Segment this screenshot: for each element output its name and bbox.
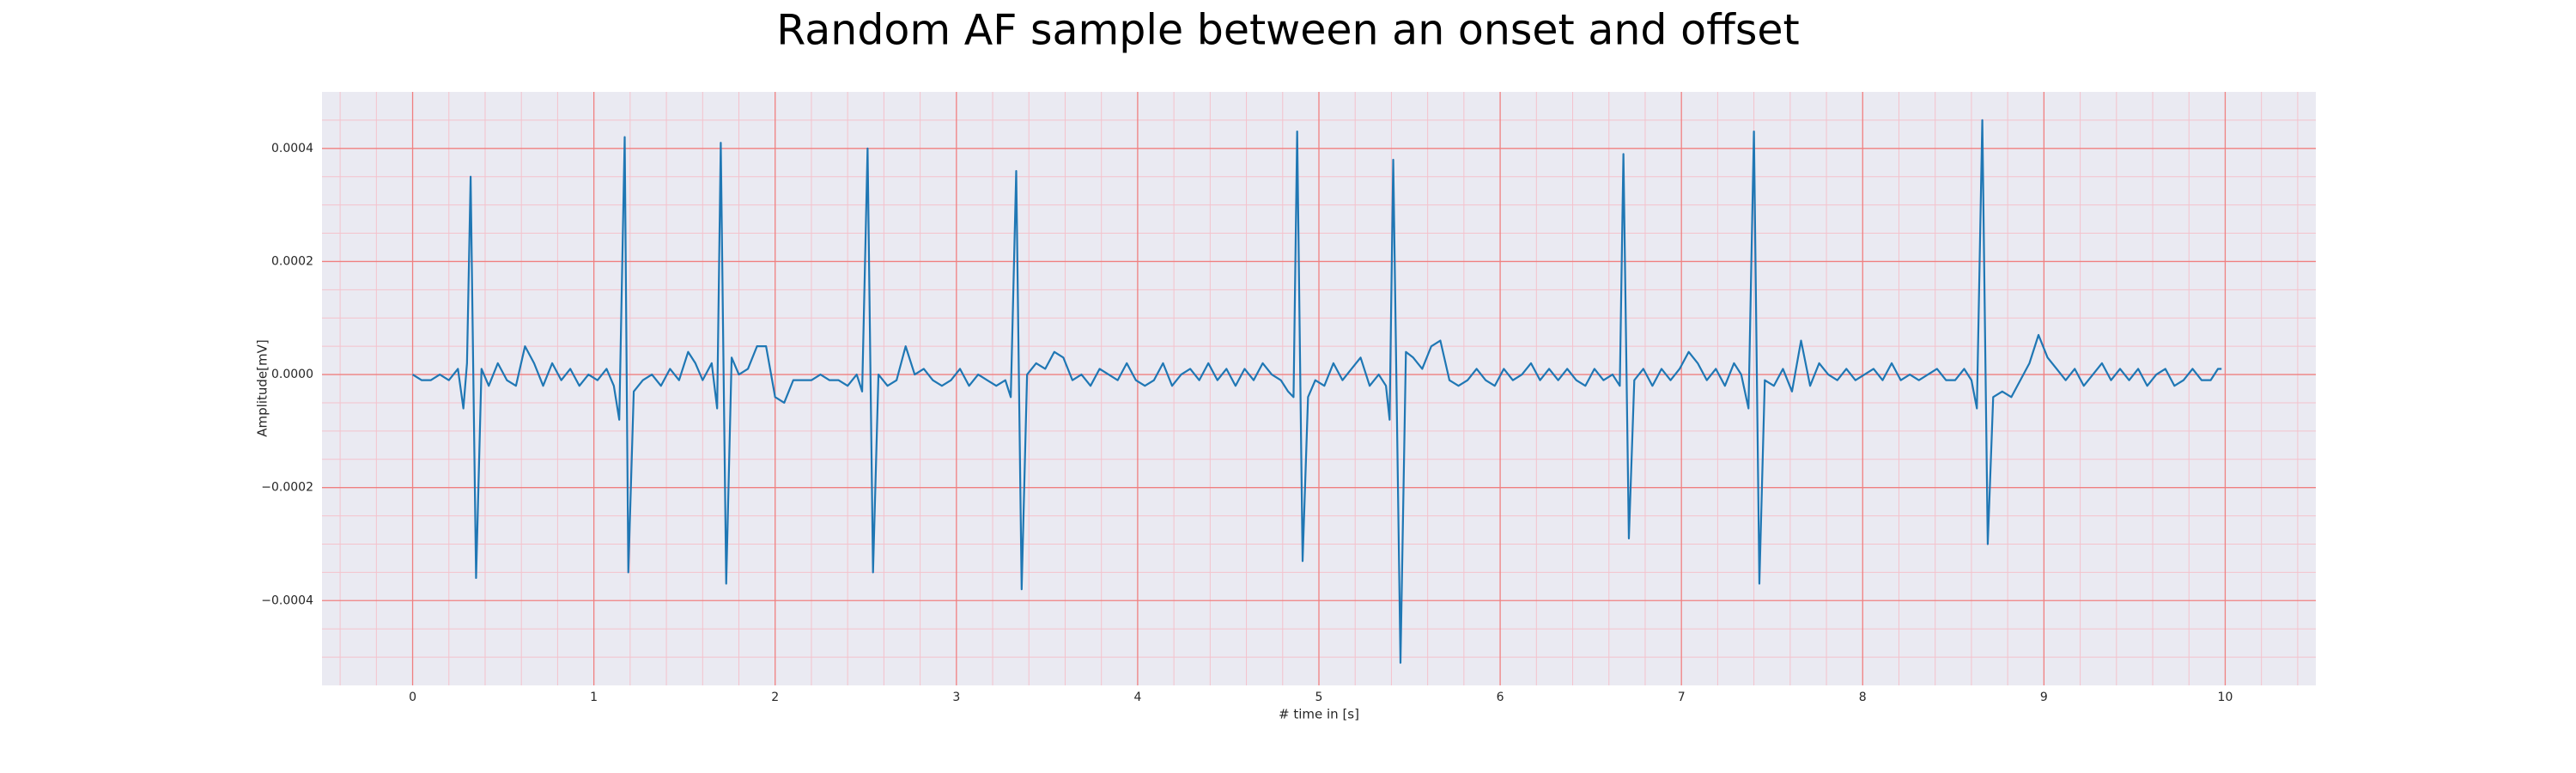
x-tick-label: 5 (1315, 691, 1323, 704)
x-tick-label: 4 (1133, 691, 1141, 704)
labels: 0 1 2 3 4 5 6 7 8 9 10 −0.0004 −0.0002 0.0000 0.0002 0.… (261, 142, 2233, 704)
x-tick-label: 7 (1678, 691, 1686, 704)
x-tick-label: 10 (2218, 691, 2233, 704)
y-tick-label: −0.0002 (261, 481, 313, 495)
signal-line (411, 119, 2222, 664)
y-tick-label: −0.0004 (261, 593, 313, 607)
y-axis-label: Amplitude[mV] (255, 339, 270, 436)
x-axis-label: # time in [s] (1279, 707, 1359, 722)
marks (411, 119, 2222, 664)
x-tick-label: 6 (1497, 691, 1504, 704)
y-tick-label: 0.0004 (271, 142, 313, 155)
x-tick-label: 2 (771, 691, 779, 704)
y-tick-label: 0.0000 (271, 368, 313, 381)
x-tick-label: 9 (2040, 691, 2048, 704)
x-tick-label: 0 (409, 691, 416, 704)
chart-title: Random AF sample between an onset and of… (776, 6, 1799, 55)
x-tick-label: 1 (590, 691, 598, 704)
x-tick-label: 3 (952, 691, 960, 704)
y-tick-label: 0.0002 (271, 254, 313, 268)
x-tick-label: 8 (1859, 691, 1867, 704)
